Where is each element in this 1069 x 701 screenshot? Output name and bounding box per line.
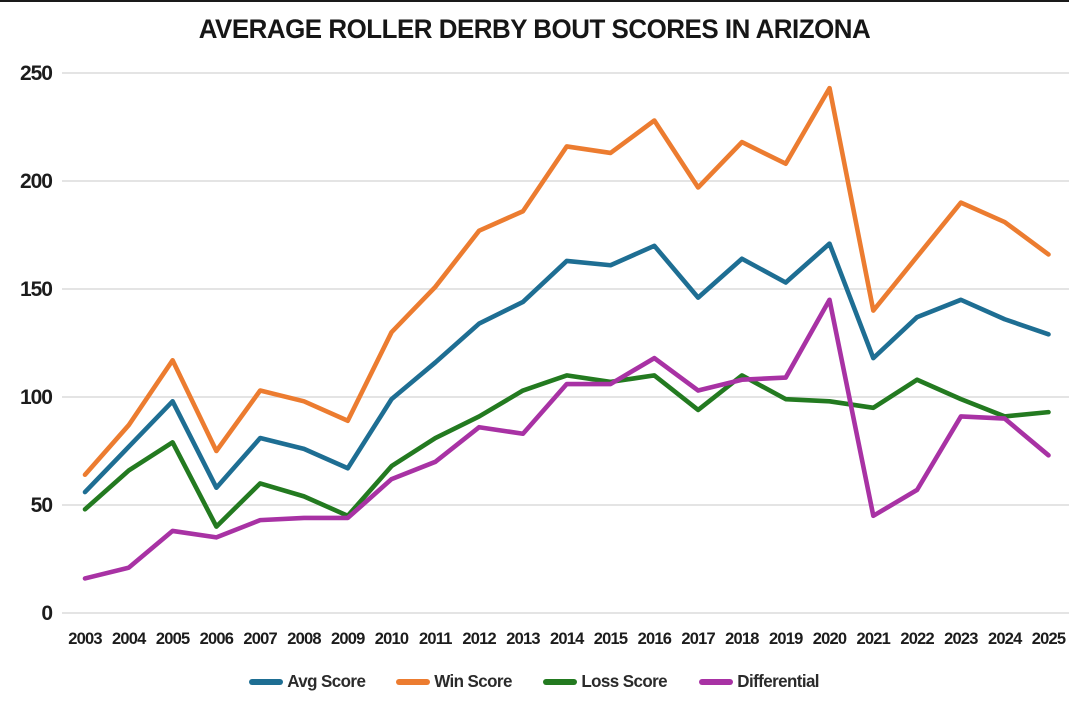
x-tick-label: 2024 [988, 630, 1023, 648]
x-tick-label: 2018 [725, 630, 759, 648]
x-tick-label: 2022 [900, 630, 934, 648]
x-tick-label: 2008 [287, 630, 321, 648]
x-tick-label: 2020 [813, 630, 847, 648]
legend-item-avg-score: Avg Score [248, 671, 367, 692]
x-tick-label: 2023 [944, 630, 978, 648]
x-tick-label: 2025 [1032, 630, 1066, 648]
x-tick-label: 2014 [550, 630, 585, 648]
loss-score-swatch-icon [543, 678, 578, 685]
series-line-avg-score [82, 241, 1051, 495]
y-tick-label: 0 [41, 602, 52, 625]
x-tick-label: 2003 [68, 630, 102, 648]
series-line-win-score [82, 85, 1051, 478]
y-tick-label: 200 [20, 170, 52, 193]
y-tick-label: 50 [31, 494, 53, 517]
chart-plot: 0 50 100 150 200 250 2003 2004 2005 2006 2007 2008 2… [20, 62, 1069, 648]
y-tick-label: 150 [20, 278, 52, 301]
chart-title: AVERAGE ROLLER DERBY BOUT SCORES IN ARIZ… [198, 14, 871, 44]
x-tick-label: 2019 [769, 630, 803, 648]
x-tick-label: 2006 [200, 630, 234, 648]
x-tick-label: 2012 [462, 630, 496, 648]
win-score-swatch-icon [396, 678, 431, 685]
series-line-differential [82, 297, 1051, 581]
x-tick-label: 2004 [112, 630, 147, 648]
x-tick-label: 2005 [156, 630, 190, 648]
top-rule [0, 0, 1069, 2]
x-tick-label: 2016 [638, 630, 672, 648]
avg-score-swatch-icon [248, 678, 283, 685]
x-tick-label: 2015 [594, 630, 628, 648]
y-tick-label: 250 [20, 62, 52, 85]
legend-label: Win Score [434, 671, 513, 691]
x-tick-label: 2017 [681, 630, 715, 648]
legend-label: Avg Score [287, 671, 366, 691]
y-tick-label: 100 [20, 386, 52, 409]
legend-item-loss-score: Loss Score [543, 671, 668, 692]
x-tick-label: 2010 [375, 630, 409, 648]
x-tick-label: 2013 [506, 630, 540, 648]
x-tick-label: 2021 [857, 630, 891, 648]
x-tick-label: 2007 [243, 630, 277, 648]
chart-legend: Avg Score Win Score Loss Score Differential [0, 671, 1069, 692]
legend-item-differential: Differential [698, 671, 820, 692]
x-tick-label: 2009 [331, 630, 365, 648]
series-line-loss-score [82, 373, 1051, 529]
legend-label: Loss Score [581, 671, 668, 691]
legend-item-win-score: Win Score [396, 671, 513, 692]
x-tick-label: 2011 [419, 630, 452, 648]
differential-swatch-icon [698, 678, 733, 685]
legend-label: Differential [737, 671, 819, 691]
